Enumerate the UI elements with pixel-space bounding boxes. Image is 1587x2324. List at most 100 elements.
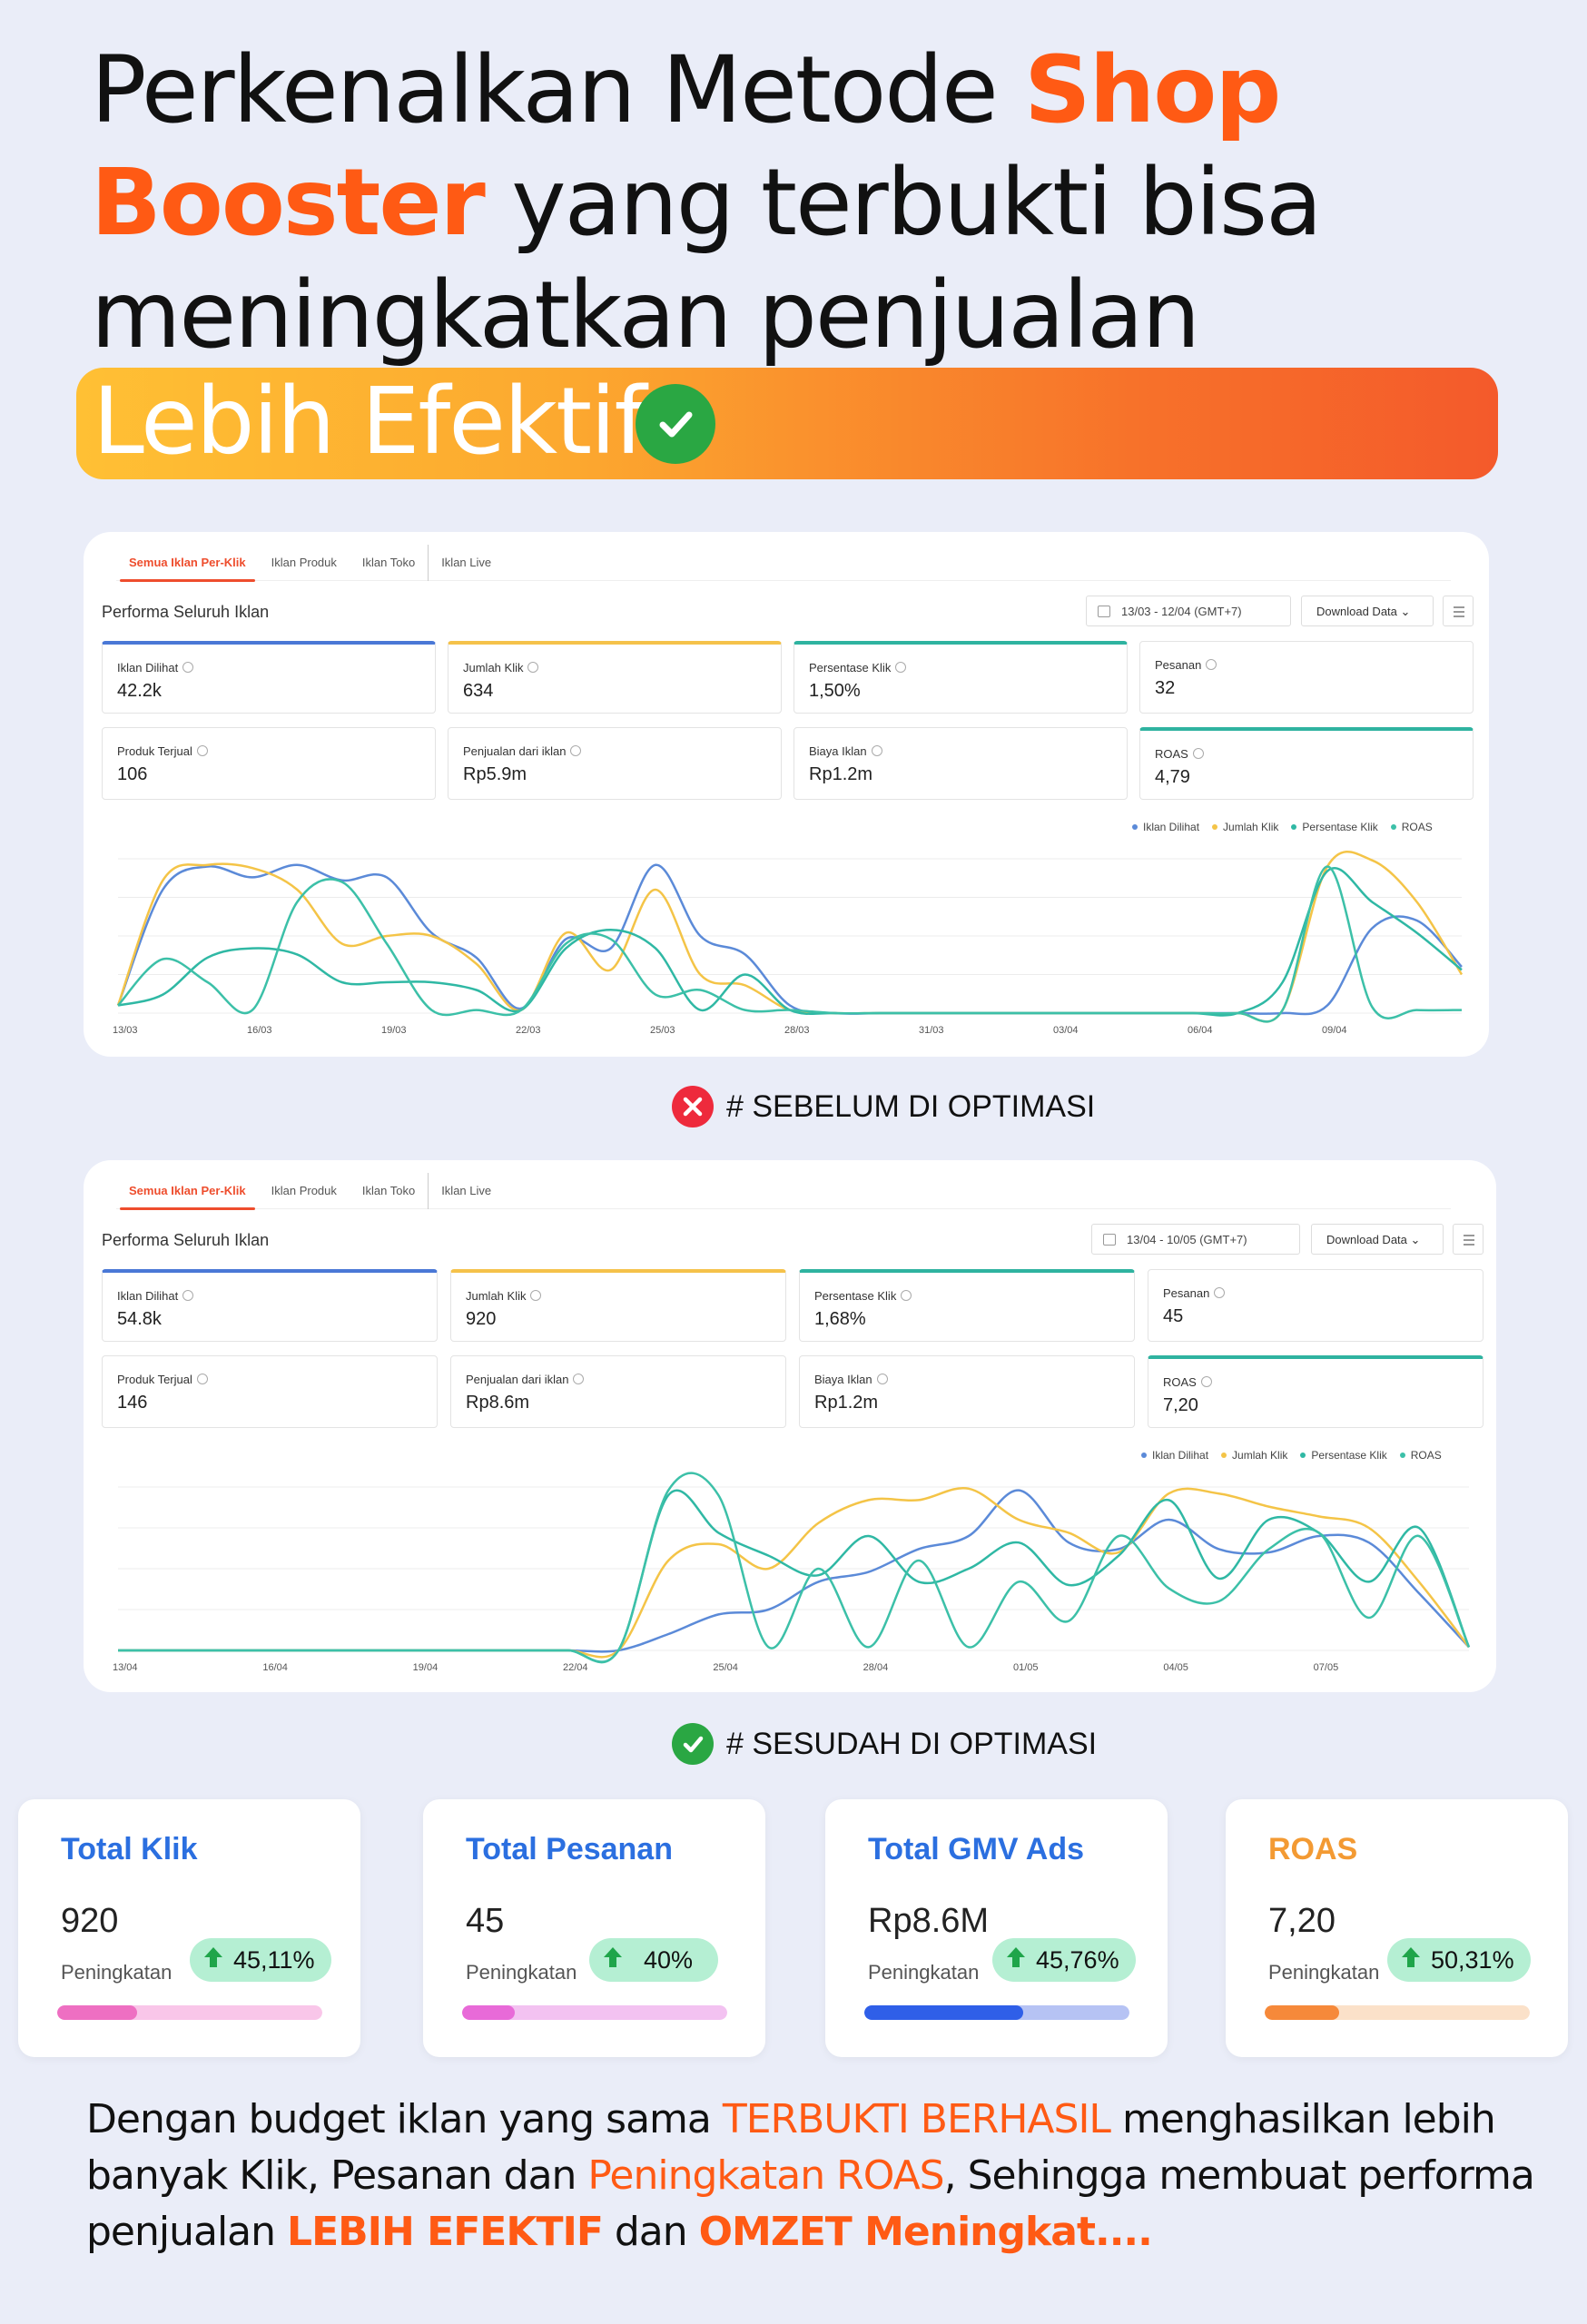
x-tick-label: 09/04 [1322,1025,1347,1036]
metric-label: Iklan Dilihat [117,1289,194,1303]
metric-card-products-sold[interactable]: Produk Terjual 106 [102,727,436,800]
help-icon [182,662,194,673]
metric-value: Rp8.6m [466,1393,530,1413]
metric-card-roas[interactable]: ROAS 7,20 [1148,1355,1484,1428]
tab-all-ads[interactable]: Semua Iklan Per-Klik [116,1173,259,1210]
tab-shop-ads[interactable]: Iklan Toko [361,1184,416,1197]
legend-item: Iklan Dilihat [1132,821,1199,833]
summary-value: 45 [466,1902,505,1940]
tab-live-ads[interactable]: Iklan Live [428,545,504,581]
metric-card-products-sold[interactable]: Produk Terjual 146 [102,1355,438,1428]
metric-card-ad-cost[interactable]: Biaya Iklan Rp1.2m [799,1355,1135,1428]
arrow-up-icon [1005,1945,1027,1975]
x-tick-label: 06/04 [1188,1025,1213,1036]
footer-segment: dan [602,2209,699,2255]
metric-value: 920 [466,1309,497,1329]
progress-bar [1265,2005,1530,2020]
download-data-button[interactable]: Download Data ⌄ [1311,1224,1444,1255]
help-icon [1192,748,1204,759]
metric-card-clicks[interactable]: Jumlah Klik 634 [448,641,782,714]
increase-value: 50,31% [1431,1945,1514,1974]
metric-value: 54.8k [117,1309,162,1329]
progress-bar [864,2005,1129,2020]
metric-value: 1,68% [814,1309,866,1329]
metric-card-roas[interactable]: ROAS 4,79 [1139,727,1474,800]
download-data-button[interactable]: Download Data ⌄ [1301,596,1434,626]
metric-value: Rp1.2m [809,764,873,784]
metric-card-impressions[interactable]: Iklan Dilihat 42.2k [102,641,436,714]
metric-card-ad-cost[interactable]: Biaya Iklan Rp1.2m [794,727,1128,800]
summary-card-gmv: Total GMV Ads Rp8.6M Peningkatan 45,76% [825,1799,1168,2057]
performance-panel-after: Semua Iklan Per-Klik Iklan Produk Iklan … [84,1160,1496,1692]
metric-card-orders[interactable]: Pesanan 45 [1148,1269,1484,1342]
increase-badge: 50,31% [1387,1938,1531,1982]
chevron-down-icon: ⌄ [1410,1233,1421,1246]
legend-label: Persentase Klik [1311,1449,1387,1462]
headline: Perkenalkan Metode Shop Booster yang ter… [91,34,1507,372]
headline-highlight-booster: Booster [91,149,486,257]
x-tick-label: 16/03 [247,1025,272,1036]
metric-label-text: Pesanan [1155,658,1202,672]
metric-label: Penjualan dari iklan [463,744,582,758]
metric-card-clicks[interactable]: Jumlah Klik 920 [450,1269,786,1342]
metric-card-ad-sales[interactable]: Penjualan dari iklan Rp8.6m [450,1355,786,1428]
legend-item: Iklan Dilihat [1141,1449,1208,1462]
effective-banner: Lebih Efektif [76,368,1498,479]
metric-card-orders[interactable]: Pesanan 32 [1139,641,1474,714]
x-tick-label: 22/03 [516,1025,541,1036]
performance-line-chart: 13/03 16/03 19/03 22/03 25/03 28/03 31/03 03/04… [113,850,1464,1036]
tab-shop-ads[interactable]: Iklan Toko [361,556,416,569]
metric-card-ad-sales[interactable]: Penjualan dari iklan Rp5.9m [448,727,782,800]
x-tick-label: 13/03 [113,1025,138,1036]
summary-label: Peningkatan [466,1961,577,1984]
panel-title: Performa Seluruh Iklan [102,603,270,621]
progress-track [462,2005,727,2020]
tab-product-ads[interactable]: Iklan Produk [271,556,337,569]
calendar-icon [1103,1234,1116,1246]
menu-icon[interactable] [1443,596,1474,626]
progress-fill [57,2005,137,2020]
check-circle-icon [672,1723,714,1765]
headline-highlight-shop: Shop [1024,36,1281,144]
metric-label-text: Persentase Klik [809,661,892,675]
increase-value: 45,11% [233,1945,315,1974]
metric-label: Penjualan dari iklan [466,1373,585,1386]
metric-value: Rp5.9m [463,764,527,784]
legend-label: Jumlah Klik [1223,821,1279,833]
metric-card-ctr[interactable]: Persentase Klik 1,50% [794,641,1128,714]
metric-label-text: Produk Terjual [117,744,192,758]
status-before: # SEBELUM DI OPTIMASI [672,1086,1095,1128]
metric-label-text: Jumlah Klik [463,661,524,675]
help-icon [1206,659,1217,670]
metric-card-impressions[interactable]: Iklan Dilihat 54.8k [102,1269,438,1342]
headline-text: Perkenalkan Metode [91,36,1025,144]
metric-value: 32 [1155,678,1176,698]
date-range-picker[interactable]: 13/04 - 10/05 (GMT+7) [1091,1224,1300,1255]
ad-tabs: Semua Iklan Per-Klik Iklan Produk Iklan … [116,545,1451,582]
metric-label: Iklan Dilihat [117,661,194,675]
help-icon [573,1374,585,1384]
summary-title: Total Pesanan [466,1832,673,1866]
metric-value: 634 [463,681,494,701]
metric-label-text: Pesanan [1163,1286,1210,1300]
help-icon [196,1374,208,1384]
tab-all-ads[interactable]: Semua Iklan Per-Klik [116,545,259,582]
tab-product-ads[interactable]: Iklan Produk [271,1184,337,1197]
footer-text: Dengan budget iklan yang sama TERBUKTI B… [86,2092,1539,2260]
check-circle-icon [636,384,715,464]
help-icon [527,662,539,673]
series-line-iklan-dilihat [116,863,1463,1016]
metric-card-ctr[interactable]: Persentase Klik 1,68% [799,1269,1135,1342]
metric-label: Jumlah Klik [466,1289,542,1303]
tab-live-ads[interactable]: Iklan Live [428,1173,504,1209]
x-tick-label: 13/04 [113,1662,138,1673]
date-range-picker[interactable]: 13/03 - 12/04 (GMT+7) [1086,596,1291,626]
x-tick-label: 07/05 [1314,1662,1339,1673]
panel-title: Performa Seluruh Iklan [102,1231,270,1249]
series-line-iklan-dilihat [118,1489,1470,1653]
x-tick-label: 19/04 [413,1662,439,1673]
metric-value: Rp1.2m [814,1393,879,1413]
metric-value: 7,20 [1163,1395,1198,1415]
menu-icon[interactable] [1453,1224,1484,1255]
series-line-jumlah-klik [118,1486,1470,1659]
